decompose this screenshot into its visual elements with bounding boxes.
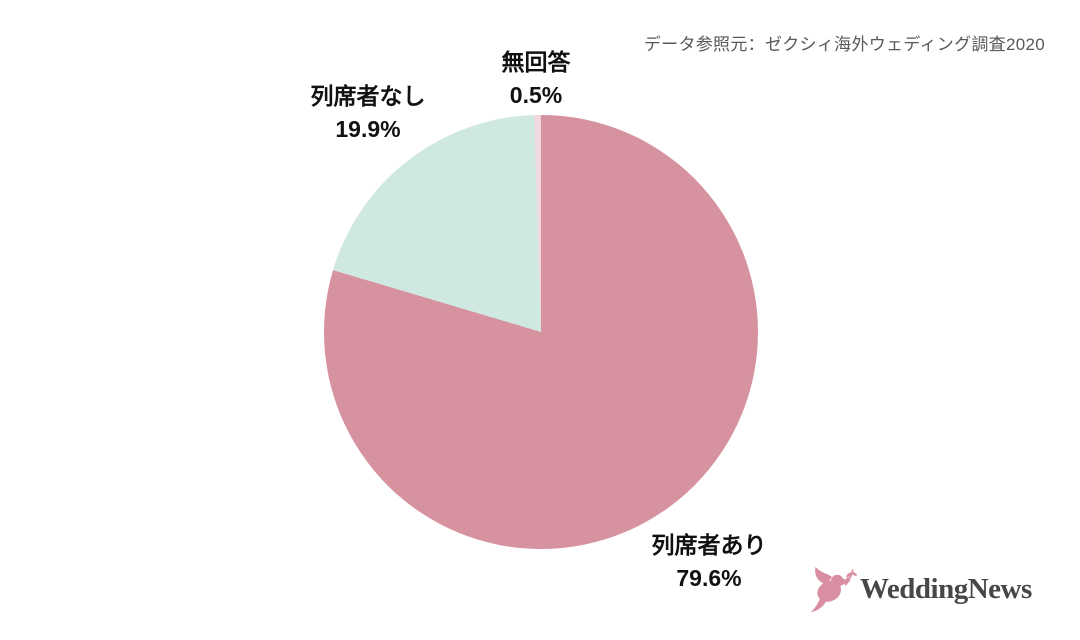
dove-with-branch-icon <box>808 565 857 614</box>
slice-label-with-attendees: 列席者あり 79.6% <box>652 529 767 595</box>
slice-label-no-answer: 無回答 0.5% <box>502 46 571 112</box>
brand-name: WeddingNews <box>860 573 1032 605</box>
slice-label-no-attendees: 列席者なし 19.9% <box>311 80 426 146</box>
brand-logo: WeddingNews <box>808 565 1032 614</box>
pie-chart <box>324 115 758 549</box>
slice-percentage: 19.9% <box>335 116 401 142</box>
slice-percentage: 0.5% <box>509 82 563 108</box>
slice-name: 列席者なし <box>310 83 426 109</box>
slice-percentage: 79.6% <box>676 565 742 591</box>
data-source-note: データ参照元：ゼクシィ海外ウェディング調査2020 <box>643 35 1045 54</box>
slice-name: 無回答 <box>501 49 571 75</box>
slice-name: 列席者あり <box>651 532 767 558</box>
